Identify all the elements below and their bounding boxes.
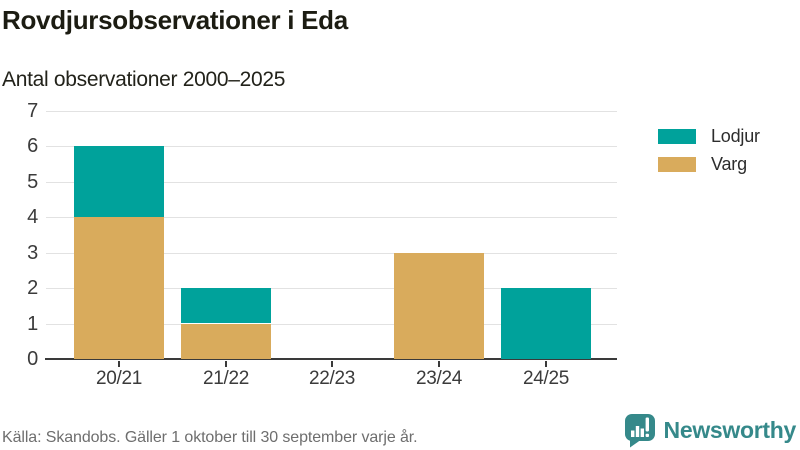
source-note: Källa: Skandobs. Gäller 1 oktober till 3… (2, 429, 418, 446)
legend-item-varg: Varg (658, 153, 760, 175)
brand-logo: Newsworthy (623, 412, 796, 448)
y-tick-label-1: 1 (27, 313, 38, 335)
y-tick-label-4: 4 (27, 206, 38, 228)
gridline-y7 (46, 111, 617, 112)
gridline-y4 (46, 217, 617, 218)
gridline-y6 (46, 146, 617, 147)
legend-swatch-lodjur (658, 128, 696, 144)
bar-23-24-varg (394, 252, 484, 359)
gridline-y1 (46, 324, 617, 325)
bar-24-25-lodjur (501, 288, 591, 359)
x-tick-label-21-22: 21/22 (202, 368, 250, 389)
x-tick-22-23 (331, 361, 333, 367)
x-tick-label-22-23: 22/23 (308, 368, 356, 389)
x-tick-20-21 (118, 361, 120, 367)
x-tick-label-23-24: 23/24 (415, 368, 463, 389)
y-tick-label-7: 7 (27, 100, 38, 122)
x-tick-label-20-21: 20/21 (95, 368, 143, 389)
chart-subtitle: Antal observationer 2000–2025 (2, 68, 286, 91)
x-tick-label-24-25: 24/25 (522, 368, 570, 389)
x-tick-21-22 (225, 361, 227, 367)
legend-label-varg: Varg (711, 153, 747, 174)
chart-title: Rovdjursobservationer i Eda (2, 5, 348, 35)
y-tick-label-3: 3 (27, 242, 38, 264)
bar-20-21-varg (74, 217, 164, 359)
x-tick-23-24 (438, 361, 440, 367)
bar-21-22-lodjur (181, 288, 271, 324)
gridline-y3 (46, 253, 617, 254)
y-tick-label-0: 0 (27, 348, 38, 370)
gridline-y5 (46, 182, 617, 183)
bar-20-21-lodjur (74, 146, 164, 218)
y-tick-label-2: 2 (27, 277, 38, 299)
legend: Lodjur Varg (658, 125, 760, 181)
gridline-y2 (46, 288, 617, 289)
brand-wordmark: Newsworthy (663, 417, 797, 443)
x-axis-line (45, 358, 617, 360)
legend-item-lodjur: Lodjur (658, 125, 760, 147)
legend-swatch-varg (658, 156, 696, 172)
y-tick-label-6: 6 (27, 135, 38, 157)
y-tick-label-5: 5 (27, 171, 38, 193)
legend-label-lodjur: Lodjur (711, 125, 760, 146)
x-tick-24-25 (545, 361, 547, 367)
bar-21-22-varg (181, 323, 271, 359)
bar-chart-speech-bubble-icon (624, 414, 655, 448)
